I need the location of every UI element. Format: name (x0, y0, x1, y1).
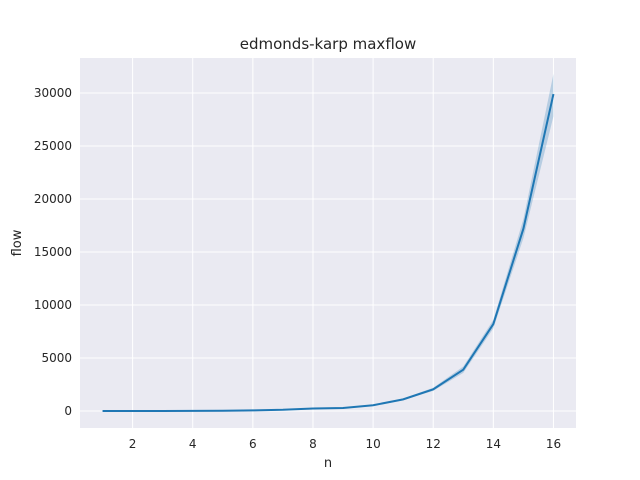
x-tick-label: 14 (486, 437, 501, 451)
y-tick-label: 0 (64, 404, 72, 418)
plot-background (80, 58, 576, 428)
x-tick-label: 8 (309, 437, 317, 451)
x-tick-label: 16 (546, 437, 561, 451)
x-tick-label: 4 (189, 437, 197, 451)
y-tick-label: 10000 (34, 298, 72, 312)
chart-title: edmonds-karp maxflow (240, 35, 416, 53)
y-tick-label: 20000 (34, 192, 72, 206)
y-tick-labels: 0 5000 10000 15000 20000 25000 30000 (34, 86, 72, 418)
x-tick-label: 6 (249, 437, 257, 451)
series-line (102, 93, 555, 413)
x-tick-labels: 2 4 6 8 10 12 14 16 (129, 437, 561, 451)
y-axis-label: flow (10, 229, 25, 256)
x-tick-label: 10 (365, 437, 380, 451)
y-tick-label: 15000 (34, 245, 72, 259)
y-tick-label: 30000 (34, 86, 72, 100)
x-tick-label: 2 (129, 437, 137, 451)
grid (80, 58, 576, 428)
x-tick-label: 12 (426, 437, 441, 451)
y-tick-label: 25000 (34, 139, 72, 153)
y-tick-label: 5000 (41, 351, 72, 365)
x-axis-label: n (324, 456, 332, 471)
